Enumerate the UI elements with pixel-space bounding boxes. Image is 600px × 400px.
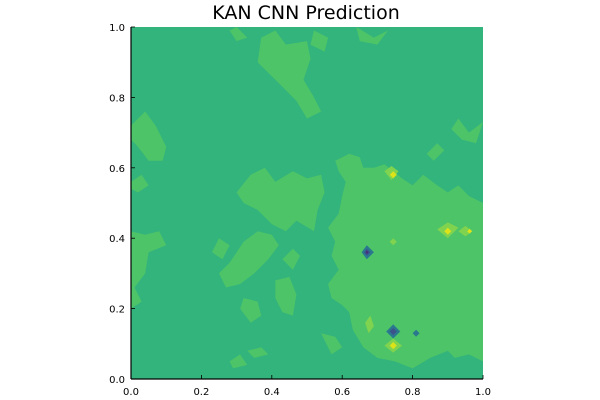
contour-region-min <box>365 250 369 254</box>
y-tick-label: 0.0 <box>109 375 125 386</box>
contour-region-peak <box>389 171 397 179</box>
contour-region-raised <box>219 231 279 288</box>
axes: 0.0 0.2 0.4 0.6 0.8 1.0 0.0 0.2 0.4 0.6 0.8 1.0 <box>109 23 491 398</box>
contour-region-raised <box>451 118 483 144</box>
y-tick-label: 1.0 <box>109 23 125 34</box>
contour-region-raised <box>257 30 322 119</box>
contour-region-raised <box>310 30 329 52</box>
chart-title: KAN CNN Prediction <box>212 2 400 24</box>
contour-region-raised <box>229 27 248 42</box>
contour-region-raised <box>240 298 262 323</box>
contour-region-low <box>412 329 420 337</box>
contour-region-high <box>365 315 374 334</box>
y-tick-label: 0.4 <box>109 234 125 245</box>
contour-region-peak <box>467 228 473 234</box>
contour-region-raised <box>328 153 483 369</box>
contour-region-peak <box>444 227 452 235</box>
contour-region-raised <box>275 276 297 316</box>
x-tick-label: 0.6 <box>334 387 350 398</box>
contour-region-raised <box>229 354 248 369</box>
contour-region-raised <box>426 143 445 161</box>
y-tick-label: 0.6 <box>109 164 125 175</box>
contour-region-raised <box>247 347 269 358</box>
contour-region-high <box>389 238 397 246</box>
contour-region-raised <box>212 238 230 260</box>
x-tick-label: 0.0 <box>123 387 139 398</box>
contour-region-raised <box>356 27 388 45</box>
contour-region-raised <box>321 333 343 355</box>
x-tick-label: 0.2 <box>193 387 209 398</box>
contour-region-raised <box>131 111 167 161</box>
contour-region-raised <box>131 231 167 309</box>
contour-region-very-low <box>389 328 397 335</box>
contour-region-high <box>458 225 473 237</box>
x-tick-label: 0.4 <box>264 387 280 398</box>
contour-region-raised <box>282 248 300 270</box>
contour-regions <box>131 27 483 369</box>
contour-region-raised <box>236 167 325 232</box>
y-tick-label: 0.2 <box>109 305 125 316</box>
x-tick-label: 1.0 <box>475 387 491 398</box>
y-tick-label: 0.8 <box>109 93 125 104</box>
contour-region-raised <box>131 174 149 193</box>
x-tick-label: 0.8 <box>405 387 421 398</box>
contour-region-peak <box>389 342 397 350</box>
